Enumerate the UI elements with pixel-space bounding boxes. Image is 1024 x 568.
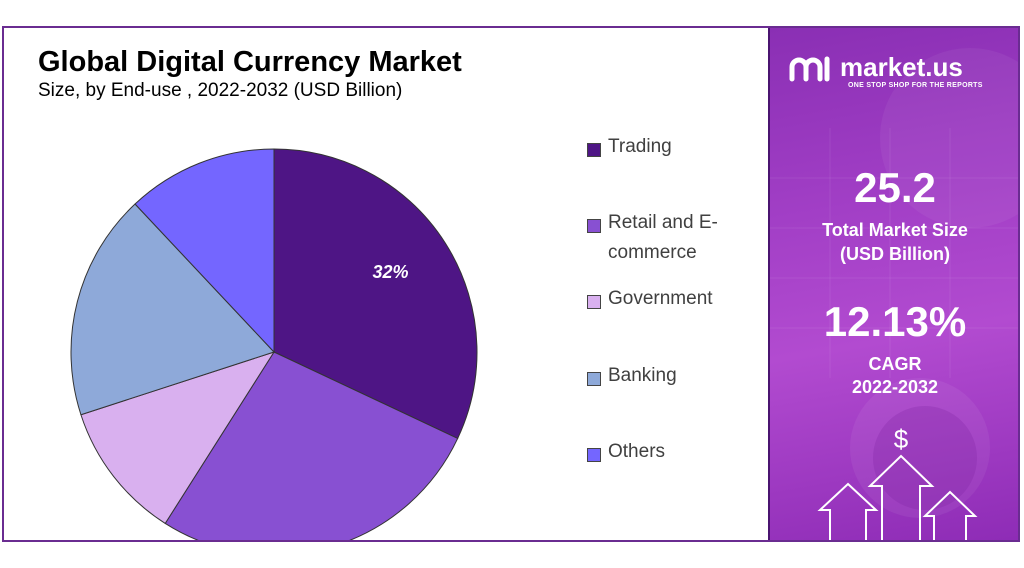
brand-tagline: ONE STOP SHOP FOR THE REPORTS — [848, 82, 983, 89]
pie-slice-government — [80, 351, 276, 525]
brand: market.us — [788, 52, 963, 83]
decorative-background — [770, 48, 1018, 518]
pie-chart: 32% — [70, 148, 478, 540]
brand-name: market.us — [840, 52, 963, 82]
legend-swatch — [587, 219, 601, 233]
market-size-label: Total Market Size — [822, 220, 968, 240]
infographic-frame: Global Digital Currency Market Size, by … — [2, 26, 1020, 542]
pie-slices — [70, 148, 478, 540]
legend-item-government: Government — [587, 288, 748, 314]
legend-item-trading: Trading — [587, 136, 748, 162]
legend-swatch — [587, 295, 601, 309]
legend-label: Trading — [608, 136, 672, 157]
legend-label: Others — [608, 441, 666, 462]
pie-data-labels: 32% — [373, 262, 409, 282]
market-size-value: 25.2 — [854, 164, 936, 211]
pie-slice-retail-and-e-commerce — [164, 351, 459, 540]
legend-label: Government — [608, 288, 713, 309]
legend-label: Banking — [608, 365, 677, 386]
cagr-label: CAGR — [868, 354, 922, 374]
cagr-period: 2022-2032 — [851, 377, 939, 397]
market-us-logo-icon — [789, 56, 830, 81]
legend-swatch — [587, 372, 601, 386]
chart-subtitle: Size, by End-use , 2022-2032 (USD Billio… — [38, 80, 403, 101]
pie-data-label: 32% — [373, 262, 409, 282]
pie-slice-banking — [70, 203, 275, 416]
legend-item-retail-ecommerce: Retail and E-commerce — [587, 212, 748, 268]
dollar-icon: $ — [894, 424, 909, 454]
legend-swatch — [587, 143, 601, 157]
legend-swatch — [587, 448, 601, 462]
chart-title: Global Digital Currency Market — [38, 46, 462, 78]
chart-panel: Global Digital Currency Market Size, by … — [4, 28, 768, 540]
stats-sidebar: market.us ONE STOP SHOP FOR THE REPORTS … — [768, 28, 1018, 540]
legend-item-banking: Banking — [587, 365, 748, 391]
pie-slice-others — [134, 148, 275, 354]
legend-label: Retail and E-commerce — [608, 212, 718, 263]
legend-item-others: Others — [587, 441, 748, 467]
growth-arrows-icon: $ — [817, 424, 978, 540]
pie-slice-trading — [273, 148, 478, 440]
market-size-unit: (USD Billion) — [840, 244, 950, 264]
cagr-value: 12.13% — [823, 298, 967, 345]
